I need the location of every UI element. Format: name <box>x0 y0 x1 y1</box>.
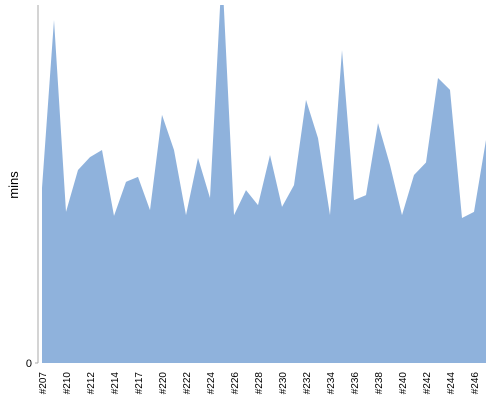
x-tick-label: #232 <box>302 372 313 395</box>
x-tick-label: #212 <box>86 372 97 395</box>
x-tick-label: #230 <box>278 372 289 395</box>
x-tick-label: #228 <box>254 372 265 395</box>
x-tick-label: #242 <box>422 372 433 395</box>
y-tick-label: 0 <box>26 358 32 370</box>
x-tick-label: #214 <box>110 372 121 395</box>
x-tick-label: #238 <box>374 372 385 395</box>
x-tick-label: #210 <box>62 372 73 395</box>
x-tick-label: #234 <box>326 372 337 395</box>
x-tick-label: #220 <box>158 372 169 395</box>
x-tick-label: #217 <box>134 372 145 395</box>
x-tick-label: #222 <box>182 372 193 395</box>
x-tick-label: #240 <box>398 372 409 395</box>
x-tick-label: #224 <box>206 372 217 395</box>
x-tick-label: #244 <box>446 372 457 395</box>
y-axis-label: mins <box>6 171 21 199</box>
area <box>42 5 486 363</box>
x-tick-label: #207 <box>38 372 49 395</box>
x-tick-label: #226 <box>230 372 241 395</box>
x-tick-label: #246 <box>470 372 481 395</box>
x-tick-label: #236 <box>350 372 361 395</box>
